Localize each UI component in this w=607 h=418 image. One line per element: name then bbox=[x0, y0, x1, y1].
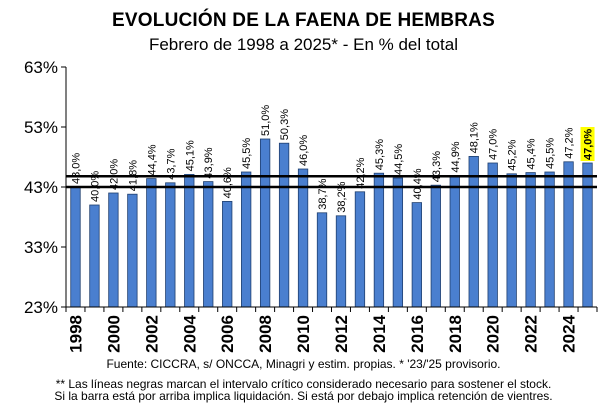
x-tick-label: 2022 bbox=[522, 315, 541, 353]
bar bbox=[335, 215, 347, 308]
x-tick-label: 2016 bbox=[408, 315, 427, 353]
y-tick-label: 53% bbox=[24, 118, 58, 137]
bar bbox=[582, 162, 593, 308]
data-label: 45,5% bbox=[241, 138, 253, 169]
bar bbox=[544, 171, 555, 308]
data-label: 43,0% bbox=[70, 153, 82, 184]
data-label: 43,9% bbox=[203, 147, 215, 178]
bar bbox=[487, 162, 498, 308]
bar bbox=[449, 175, 460, 308]
reference-lines bbox=[66, 174, 597, 189]
y-tick-label: 63% bbox=[24, 58, 58, 77]
bars bbox=[70, 138, 593, 308]
bar bbox=[259, 138, 271, 308]
chart-title: EVOLUCIÓN DE LA FAENA DE HEMBRAS bbox=[112, 10, 495, 31]
bar bbox=[278, 142, 290, 308]
bar bbox=[430, 184, 441, 308]
data-label: 47,2% bbox=[564, 127, 576, 158]
bar bbox=[165, 182, 176, 308]
data-label: 44,9% bbox=[450, 141, 462, 172]
bar bbox=[468, 155, 479, 308]
y-axis: 23% 33% 43% 53% 63% bbox=[24, 58, 67, 317]
x-tick-label: 2008 bbox=[256, 315, 275, 353]
x-tick-label: 2024 bbox=[560, 314, 579, 352]
bar bbox=[241, 171, 252, 308]
x-tick-label: 2014 bbox=[370, 314, 389, 352]
x-tick-label: 2012 bbox=[332, 315, 351, 353]
bar bbox=[222, 200, 233, 308]
x-tick-label: 2010 bbox=[294, 315, 313, 353]
footnote-line-1: ** Las líneas negras marcan el intervalo… bbox=[55, 377, 552, 391]
data-label: 45,3% bbox=[374, 139, 386, 170]
data-label: 42,0% bbox=[108, 159, 120, 190]
x-tick-label: 2006 bbox=[218, 315, 237, 353]
bar bbox=[297, 168, 309, 308]
data-label: 45,5% bbox=[545, 138, 557, 169]
data-label: 40,6% bbox=[222, 167, 234, 198]
highlight-box bbox=[580, 127, 595, 161]
data-label: 51,0% bbox=[260, 105, 272, 136]
data-label: 43,7% bbox=[165, 148, 177, 179]
x-tick-label: 2020 bbox=[484, 315, 503, 353]
x-axis: 1998 2000 2002 2004 2006 2008 2010 2012 2014 2016… bbox=[65, 306, 598, 353]
bar bbox=[108, 192, 119, 308]
chart-subtitle: Febrero de 1998 a 2025* - En % del total bbox=[148, 35, 459, 54]
data-label: 38,7% bbox=[317, 178, 329, 209]
data-label: 43,3% bbox=[431, 151, 443, 182]
bar bbox=[146, 178, 157, 308]
data-label: 46,0% bbox=[298, 135, 310, 166]
data-label: 45,4% bbox=[526, 138, 538, 169]
bar bbox=[316, 212, 328, 308]
bar bbox=[373, 172, 385, 308]
bar bbox=[392, 177, 404, 308]
y-tick-label: 23% bbox=[24, 298, 58, 317]
data-label: 44,5% bbox=[393, 144, 405, 175]
bar bbox=[563, 161, 574, 308]
bar bbox=[411, 202, 422, 308]
data-label: 38,2% bbox=[336, 181, 348, 212]
source-note: Fuente: CICCRA, s/ ONCCA, Minagri y esti… bbox=[106, 357, 501, 371]
bar bbox=[354, 191, 366, 308]
footnote-line-2: Si la barra está por arriba implica liqu… bbox=[54, 389, 553, 403]
data-label: 45,1% bbox=[184, 140, 196, 171]
x-tick-label: 2000 bbox=[104, 315, 123, 353]
data-label: 45,2% bbox=[507, 139, 519, 170]
bar bbox=[184, 173, 195, 308]
x-tick-label: 2018 bbox=[446, 315, 465, 353]
bar bbox=[70, 186, 81, 308]
bar bbox=[203, 181, 214, 308]
data-label: 47,0% bbox=[488, 129, 500, 160]
bar bbox=[127, 193, 138, 308]
data-label: 50,3% bbox=[279, 109, 291, 140]
data-label: 48,1% bbox=[469, 122, 481, 153]
data-label: 40,4% bbox=[412, 168, 424, 199]
data-label: 47,0% bbox=[583, 129, 595, 160]
bar bbox=[89, 204, 100, 308]
x-tick-label: 2004 bbox=[180, 314, 199, 352]
bar bbox=[525, 172, 536, 308]
y-tick-label: 43% bbox=[24, 178, 58, 197]
x-tick-label: 1998 bbox=[66, 315, 85, 353]
x-tick-label: 2002 bbox=[142, 315, 161, 353]
bar bbox=[506, 173, 517, 308]
data-label: 44,4% bbox=[146, 144, 158, 175]
data-label: 42,2% bbox=[355, 157, 367, 188]
y-tick-label: 33% bbox=[24, 238, 58, 257]
data-labels: 43,0%40,0%42,0%41,8%44,4%43,7%45,1%43,9%… bbox=[70, 105, 595, 213]
